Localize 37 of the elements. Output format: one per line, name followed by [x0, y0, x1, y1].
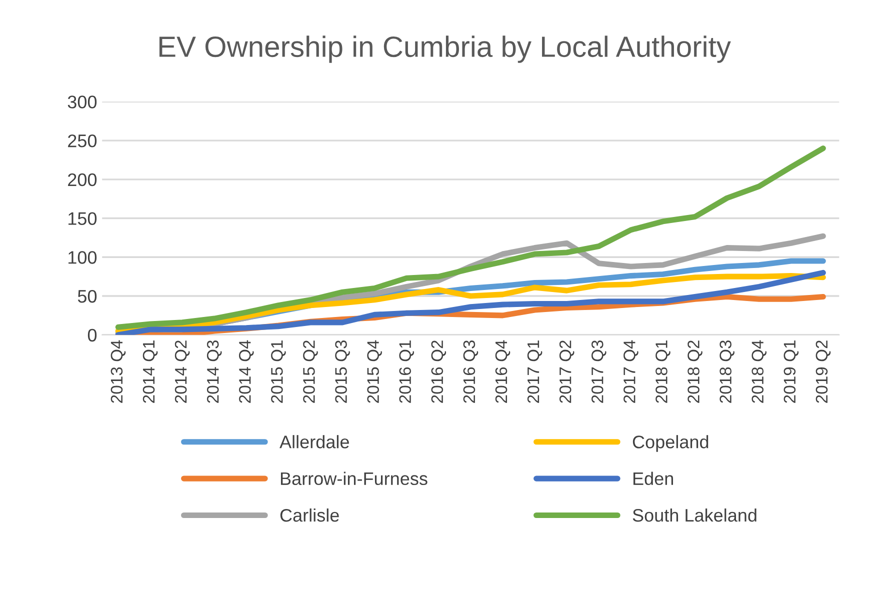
x-tick-label: 2017 Q3 [591, 340, 606, 403]
legend-label: Carlisle [280, 508, 339, 522]
x-tick-label: 2016 Q4 [495, 340, 510, 403]
x-tick-label: 2017 Q1 [527, 340, 542, 403]
legend-label: South Lakeland [632, 508, 756, 522]
x-tick-label: 2016 Q2 [431, 340, 446, 403]
x-tick-label: 2013 Q4 [110, 340, 126, 403]
x-tick-label: 2018 Q2 [688, 340, 702, 403]
chart-title: EV Ownership in Cumbria by Local Authority [159, 36, 731, 63]
y-tick-label: 200 [68, 173, 97, 186]
y-tick-label: 100 [68, 251, 97, 264]
x-tick-label: 2015 Q3 [335, 340, 350, 403]
x-tick-label: 2015 Q1 [271, 340, 286, 403]
x-tick-label: 2018 Q4 [752, 340, 767, 403]
y-tick-label: 150 [68, 212, 97, 225]
x-tick-label: 2014 Q4 [238, 340, 254, 403]
x-tick-label: 2016 Q3 [463, 340, 478, 403]
x-tick-label: 2015 Q2 [303, 340, 318, 403]
x-tick-label: 2016 Q1 [399, 340, 414, 403]
x-tick-label: 2019 Q2 [816, 340, 831, 403]
x-tick-label: 2017 Q4 [624, 340, 638, 403]
x-tick-label: 2017 Q2 [559, 340, 574, 403]
legend-label: Allerdale [280, 435, 349, 448]
legend-label: Eden [633, 472, 673, 486]
legend-label: Copeland [632, 435, 708, 452]
x-tick-label: 2014 Q2 [174, 340, 190, 403]
x-tick-label: 2015 Q4 [367, 340, 382, 403]
x-tick-label: 2018 Q1 [656, 340, 670, 403]
y-tick-label: 50 [78, 290, 97, 303]
x-tick-label: 2019 Q1 [784, 340, 799, 403]
x-tick-label: 2014 Q1 [142, 340, 158, 403]
x-tick-label: 2014 Q3 [206, 340, 222, 403]
y-tick-label: 0 [88, 328, 97, 342]
legend-label: Barrow-in-Furness [280, 472, 428, 486]
y-tick-label: 300 [68, 96, 97, 108]
y-tick-label: 250 [68, 134, 97, 148]
x-tick-label: 2018 Q3 [720, 340, 734, 403]
